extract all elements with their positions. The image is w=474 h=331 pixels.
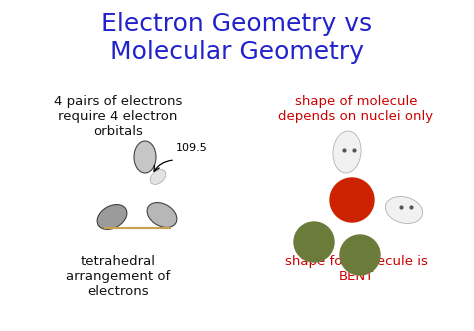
Ellipse shape bbox=[147, 203, 177, 227]
Text: tetrahedral
arrangement of
electrons: tetrahedral arrangement of electrons bbox=[66, 255, 170, 298]
Text: 4 pairs of electrons
require 4 electron
orbitals: 4 pairs of electrons require 4 electron … bbox=[54, 95, 182, 138]
Ellipse shape bbox=[97, 205, 127, 229]
Ellipse shape bbox=[150, 169, 166, 184]
Ellipse shape bbox=[134, 141, 156, 173]
Text: 109.5: 109.5 bbox=[176, 143, 208, 153]
Text: shape for molecule is
BENT: shape for molecule is BENT bbox=[284, 255, 428, 283]
Text: shape of molecule
depends on nuclei only: shape of molecule depends on nuclei only bbox=[278, 95, 434, 123]
Ellipse shape bbox=[385, 197, 423, 223]
Circle shape bbox=[330, 178, 374, 222]
Ellipse shape bbox=[333, 131, 361, 173]
Text: Electron Geometry vs
Molecular Geometry: Electron Geometry vs Molecular Geometry bbox=[101, 12, 373, 64]
Circle shape bbox=[294, 222, 334, 262]
Circle shape bbox=[340, 235, 380, 275]
